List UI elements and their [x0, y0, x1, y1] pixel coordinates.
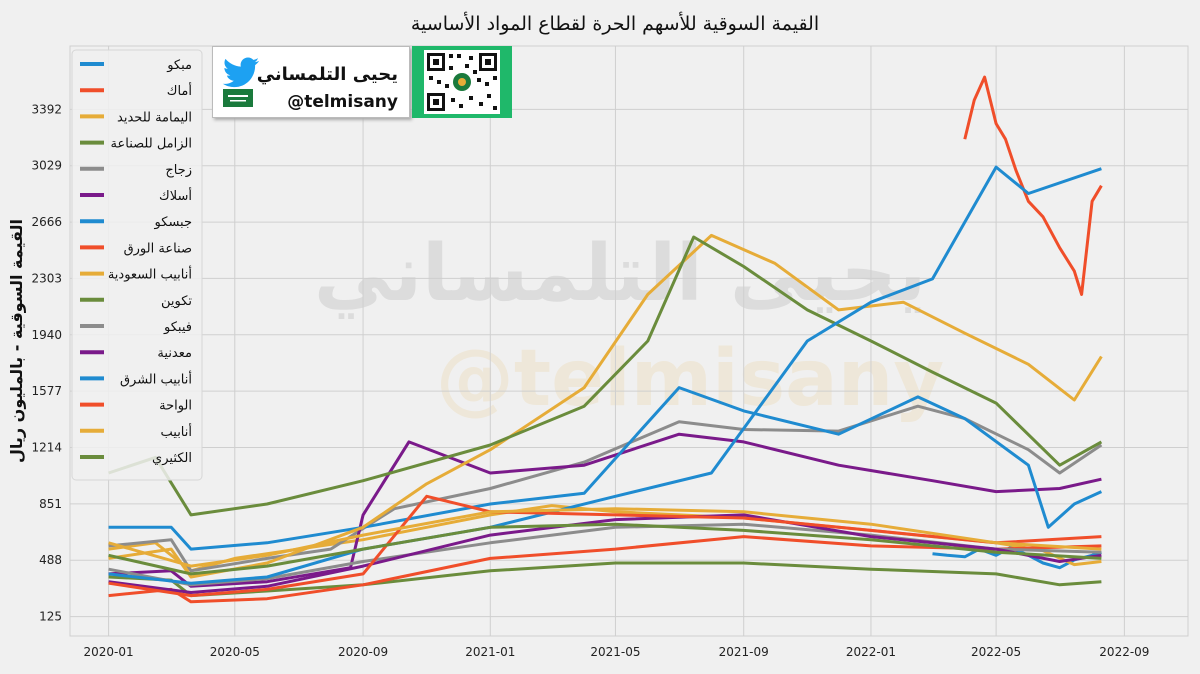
legend-label: جبسكو — [154, 215, 192, 230]
twitter-badge-art: يحيى التلمساني @telmisany — [222, 57, 398, 112]
x-tick-label: 2021-05 — [590, 645, 640, 659]
x-tick-label: 2021-01 — [465, 645, 515, 659]
twitter-bird-icon — [222, 57, 259, 88]
x-tick-label: 2022-05 — [971, 645, 1021, 659]
legend-label: صناعة الورق — [124, 241, 192, 256]
y-tick-label: 125 — [39, 610, 62, 624]
legend: مبكو أماك اليمامة للحديد الزامل للصناعة زجاج… — [71, 49, 203, 481]
watermark-name: يحيى التلمساني — [314, 229, 926, 319]
legend-label: الواحة — [159, 399, 192, 414]
badge-author-handle: @telmisany — [287, 92, 398, 112]
series-line-10 — [108, 235, 1103, 517]
y-tick-label: 1577 — [31, 384, 62, 398]
badge-author-name: يحيى التلمساني — [257, 64, 398, 85]
x-tick-label: 2020-05 — [210, 645, 260, 659]
x-tick-label: 2022-09 — [1099, 645, 1149, 659]
series-line-2 — [963, 75, 1103, 296]
legend-label: فيبكو — [163, 320, 192, 335]
series-line-7 — [108, 386, 1103, 551]
qr-code-icon — [424, 50, 500, 114]
legend-label: أنابيب الشرق — [120, 370, 192, 387]
y-axis-label: القيمة السوقية - بالمليون ريال — [7, 219, 26, 463]
y-tick-label: 3029 — [31, 159, 62, 173]
series-line-6 — [108, 432, 1102, 588]
y-tick-label: 488 — [39, 553, 62, 567]
legend-label: تكوين — [161, 294, 192, 309]
series-line-16 — [108, 522, 1102, 576]
legend-label: زجاج — [165, 163, 192, 178]
legend-label: مبكو — [166, 58, 192, 73]
x-tick-label: 2021-09 — [719, 645, 769, 659]
legend-label: أنابيب السعودية — [108, 266, 192, 283]
qr-badge — [412, 46, 512, 118]
saudi-flag-icon — [223, 89, 253, 107]
y-tick-label: 1940 — [31, 328, 62, 342]
y-tick-label: 851 — [39, 497, 62, 511]
legend-label: الزامل للصناعة — [111, 137, 192, 152]
x-tick-label: 2022-01 — [846, 645, 896, 659]
twitter-badge: يحيى التلمساني @telmisany — [212, 46, 410, 118]
x-tick-label: 2020-09 — [338, 645, 388, 659]
legend-label: معدنية — [157, 346, 192, 361]
y-tick-label: 2666 — [31, 215, 62, 229]
plot-area — [69, 45, 1189, 637]
y-tick-label: 3392 — [31, 102, 62, 116]
y-tick-label: 1214 — [31, 441, 62, 455]
chart-title: القيمة السوقية للأسهم الحرة لقطاع المواد… — [411, 12, 819, 35]
watermark-handle: @telmisany — [436, 334, 944, 424]
legend-label: أماك — [167, 82, 192, 99]
series-line-13 — [108, 165, 1102, 585]
legend-label: أسلاك — [159, 187, 192, 204]
watermark: يحيى التلمساني @telmisany — [314, 229, 944, 424]
x-tick-label: 2020-01 — [84, 645, 134, 659]
legend-label: اليمامة للحديد — [117, 110, 192, 125]
series-line-8 — [108, 535, 1102, 604]
legend-label: أنابيب — [161, 423, 193, 440]
legend-box — [71, 49, 203, 481]
series-line-15 — [108, 507, 1102, 568]
legend-label: الكثيري — [152, 451, 192, 466]
y-tick-label: 2303 — [31, 271, 62, 285]
